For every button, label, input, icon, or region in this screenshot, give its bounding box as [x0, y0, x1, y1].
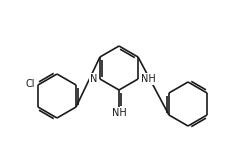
Text: Cl: Cl — [25, 79, 35, 89]
Text: NH: NH — [112, 108, 126, 118]
Text: N: N — [90, 74, 97, 84]
Text: NH: NH — [141, 74, 156, 84]
